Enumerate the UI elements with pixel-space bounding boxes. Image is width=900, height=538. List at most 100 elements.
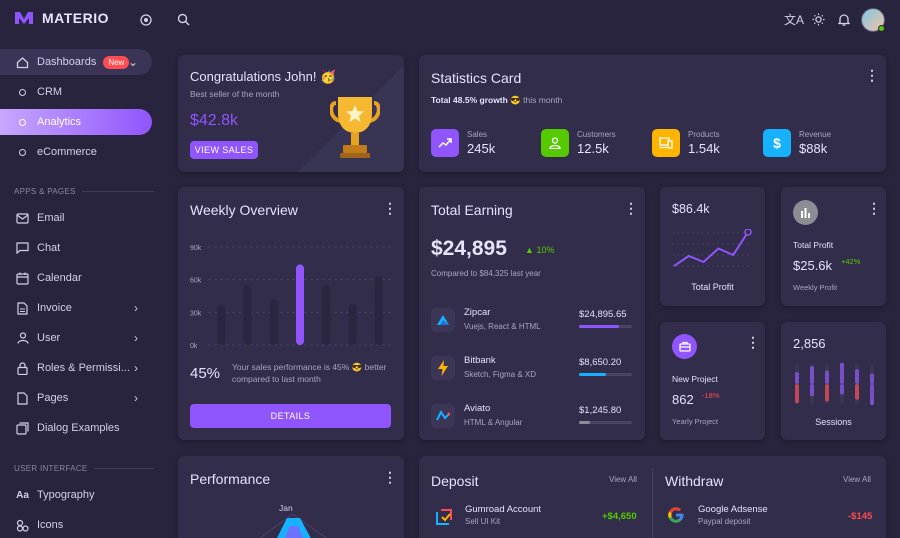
earning-progress <box>579 421 632 424</box>
details-button[interactable]: DETAILS <box>190 404 391 428</box>
chevron-right-icon: › <box>134 301 138 315</box>
mail-icon <box>16 212 29 225</box>
session-bar-track <box>795 364 799 404</box>
avatar[interactable] <box>861 8 885 32</box>
search-icon[interactable] <box>177 13 190 26</box>
more-vertical-icon[interactable]: ⋮ <box>624 200 638 216</box>
section-label: APPS & PAGES <box>14 187 76 196</box>
stat-label: Sales <box>467 130 488 139</box>
stat-products: Products 1.54k <box>652 129 720 157</box>
sidebar-item-icons[interactable]: Icons <box>0 512 152 538</box>
sidebar: MATERIO Dashboards New ⌄ CRM Analytics e… <box>0 0 164 538</box>
view-sales-button[interactable]: VIEW SALES <box>190 141 258 159</box>
weekly-bar <box>296 264 304 345</box>
sidebar-item-label: Chat <box>37 242 61 254</box>
earning-progress <box>579 325 632 328</box>
sessions-label: Sessions <box>815 417 852 427</box>
weekly-bar <box>348 303 357 345</box>
total-earning-card: Total Earning ⋮ $24,895 ▲ 10% Compared t… <box>419 187 645 440</box>
trophy-icon <box>330 97 380 158</box>
more-vertical-icon[interactable]: ⋮ <box>865 67 879 83</box>
earning-progress <box>579 373 632 376</box>
theme-sun-icon[interactable] <box>812 13 825 26</box>
typography-icon: Aa <box>16 489 29 501</box>
deposit-amount: +$4,650 <box>602 511 637 522</box>
y-tick-label: 90k <box>190 245 202 252</box>
new-project-card: ⋮ New Project 862 -18% Yearly Project <box>660 322 765 440</box>
invoice-icon <box>16 301 29 315</box>
weekly-bar <box>217 304 226 345</box>
sidebar-item-calendar[interactable]: Calendar <box>0 265 152 291</box>
weekly-bar <box>322 285 331 345</box>
more-vertical-icon[interactable]: ⋮ <box>867 200 881 216</box>
sidebar-item-label: Calendar <box>37 272 82 284</box>
stat-value: $88k <box>799 141 828 156</box>
more-vertical-icon[interactable]: ⋮ <box>383 200 397 216</box>
total-profit-line-card: $86.4k Total Profit <box>660 187 765 306</box>
deposit-withdraw-card: Deposit View All Gumroad Account Sell UI… <box>419 456 886 538</box>
y-tick-label: 0k <box>190 343 198 350</box>
sidebar-item-label: Roles & Permissi... <box>37 362 130 374</box>
more-vertical-icon[interactable]: ⋮ <box>383 469 397 485</box>
sidebar-item-dialog-examples[interactable]: Dialog Examples <box>0 415 152 441</box>
stat-value: 245k <box>467 141 496 156</box>
materio-logo-icon <box>15 12 33 24</box>
session-bar-track <box>810 364 814 404</box>
sidebar-item-crm[interactable]: CRM <box>0 79 152 105</box>
stat-revenue: $ Revenue $88k <box>763 129 831 157</box>
brand-name: MATERIO <box>42 10 110 26</box>
translate-icon[interactable]: 文A <box>784 13 805 27</box>
sidebar-item-roles[interactable]: Roles & Permissi... › <box>0 355 152 381</box>
earning-row-name: Aviato <box>464 403 491 414</box>
deposit-view-all-link[interactable]: View All <box>609 475 637 484</box>
brand-logo[interactable]: MATERIO <box>14 10 109 26</box>
session-bar-down <box>810 384 814 397</box>
sidebar-item-dashboards[interactable]: Dashboards New ⌄ <box>0 49 152 75</box>
earning-row-tech: Sketch, Figma & XD <box>464 370 537 379</box>
sidebar-item-pages[interactable]: Pages › <box>0 385 152 411</box>
sidebar-item-label: Email <box>37 212 65 224</box>
earning-row-amount: $8,650.20 <box>579 357 622 368</box>
sidebar-item-user[interactable]: User › <box>0 325 152 351</box>
statistics-growth: Total 48.5% growth 😎 this month <box>431 95 562 106</box>
bell-icon[interactable] <box>838 13 850 26</box>
section-apps-pages: APPS & PAGES <box>14 187 154 196</box>
circle-icon <box>16 146 29 159</box>
project-title: New Project <box>672 374 718 384</box>
sidebar-item-ecommerce[interactable]: eCommerce <box>0 139 152 165</box>
performance-radar-chart <box>259 514 327 538</box>
sidebar-item-label: Pages <box>37 392 69 404</box>
performance-card: Performance ⋮ Jan <box>178 456 404 538</box>
sidebar-item-email[interactable]: Email <box>0 205 152 231</box>
congrats-amount: $42.8k <box>190 112 239 129</box>
stat-value: 12.5k <box>577 141 609 156</box>
sidebar-item-analytics[interactable]: Analytics <box>0 109 152 135</box>
session-bar-down <box>855 384 859 400</box>
session-bar-down <box>825 384 829 402</box>
congrats-title: Congratulations John! 🥳 <box>190 69 337 84</box>
session-bar-track <box>870 364 874 404</box>
weekly-percent: 45% <box>190 365 221 382</box>
performance-axis-label: Jan <box>279 503 293 513</box>
withdraw-view-all-link[interactable]: View All <box>843 475 871 484</box>
more-vertical-icon[interactable]: ⋮ <box>746 334 760 350</box>
chevron-down-icon: ⌄ <box>127 55 138 69</box>
earning-amount: $24,895 <box>431 237 507 260</box>
radio-pin-icon[interactable] <box>140 14 152 26</box>
home-icon <box>16 56 29 69</box>
earning-row: Zipcar Vuejs, React & HTML $24,895.65 <box>431 306 632 336</box>
withdraw-title: Withdraw <box>665 473 724 489</box>
stat-label: Revenue <box>799 130 832 139</box>
sidebar-item-typography[interactable]: Aa Typography <box>0 482 152 508</box>
sidebar-item-chat[interactable]: Chat <box>0 235 152 261</box>
congrats-subtitle: Best seller of the month <box>190 89 280 99</box>
trending-up-icon <box>431 129 459 157</box>
weekly-bar <box>374 276 383 345</box>
congratulations-card: Congratulations John! 🥳 Best seller of t… <box>178 55 404 172</box>
sessions-bar-chart <box>795 363 874 405</box>
growth-bold: Total 48.5% growth <box>431 95 508 105</box>
sidebar-item-invoice[interactable]: Invoice › <box>0 295 152 321</box>
session-bar-track <box>825 364 829 404</box>
user-icon <box>16 332 29 345</box>
section-label: USER INTERFACE <box>14 464 88 473</box>
